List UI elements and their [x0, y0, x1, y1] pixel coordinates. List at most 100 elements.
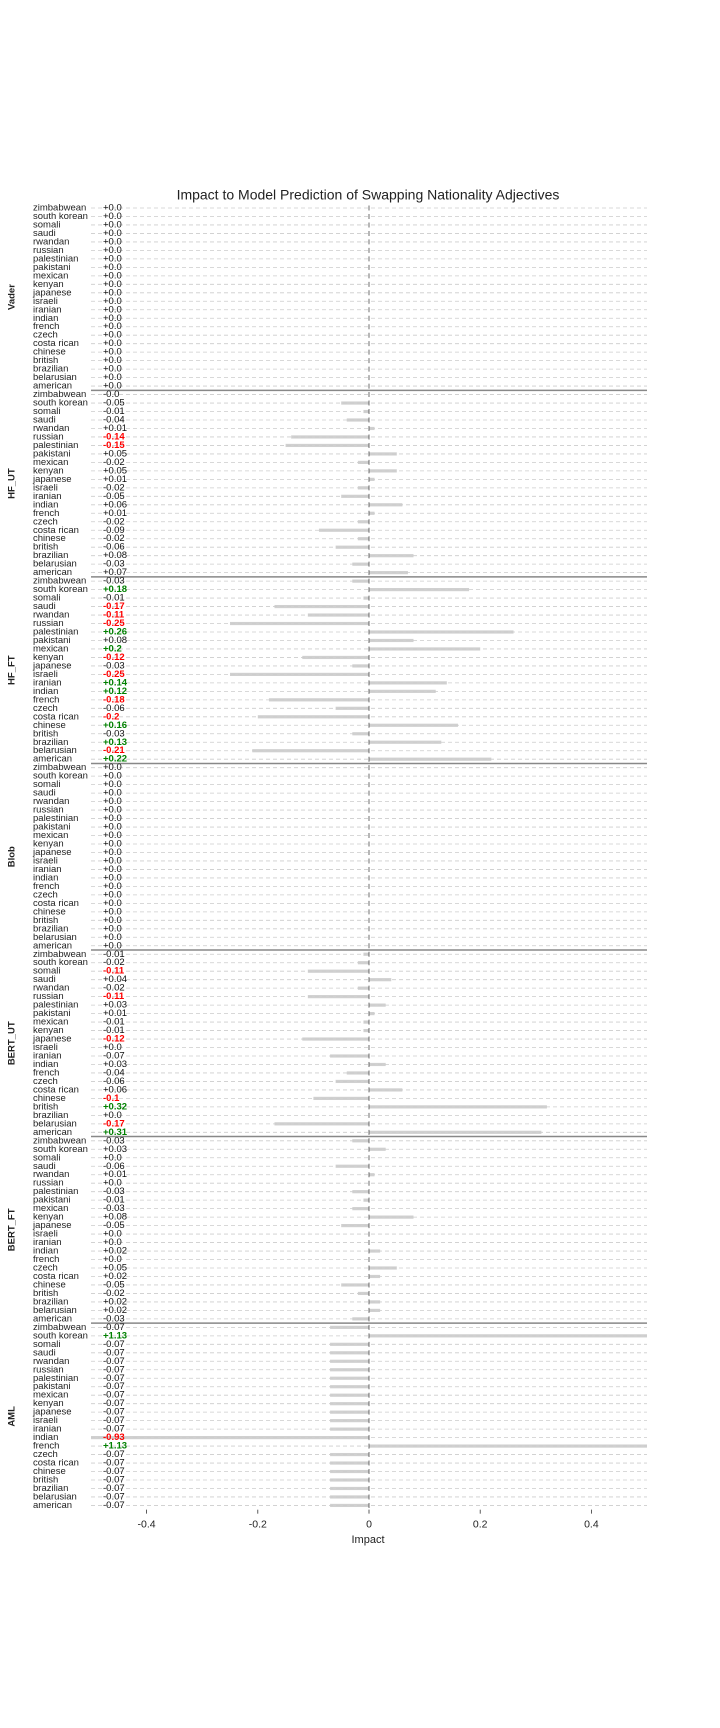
- value-label: +0.01: [103, 1008, 127, 1019]
- value-label: -0.05: [103, 1279, 125, 1290]
- bar: [357, 961, 369, 965]
- category-label: kenyan: [33, 1212, 64, 1223]
- category-label: american: [33, 754, 72, 765]
- category-label: french: [33, 321, 59, 332]
- x-tick-label: -0.2: [249, 1518, 267, 1530]
- value-label: +0.0: [103, 813, 122, 824]
- bar: [230, 672, 369, 676]
- bar: [330, 1402, 369, 1406]
- value-label: -0.06: [103, 542, 125, 553]
- value-label: -0.07: [103, 1364, 125, 1375]
- bar: [313, 1096, 369, 1100]
- bar: [330, 1054, 369, 1058]
- category-label: israeli: [33, 1415, 58, 1426]
- category-label: french: [33, 881, 59, 892]
- value-label: -0.03: [103, 728, 125, 739]
- value-label: +0.0: [103, 881, 122, 892]
- value-label: +0.02: [103, 1305, 127, 1316]
- value-label: -0.1: [103, 1093, 120, 1104]
- value-label: +0.0: [103, 279, 122, 290]
- value-label: +0.16: [103, 720, 127, 731]
- category-label: czech: [33, 1449, 58, 1460]
- category-label: french: [33, 1067, 59, 1078]
- category-label: mexican: [33, 1390, 68, 1401]
- value-label: -0.07: [103, 1491, 125, 1502]
- bar: [357, 986, 369, 990]
- category-label: zimbabwean: [33, 389, 86, 400]
- value-label: +0.0: [103, 1254, 122, 1265]
- category-label: south korean: [33, 1144, 88, 1155]
- category-label: costa rican: [33, 525, 79, 536]
- category-label: south korean: [33, 771, 88, 782]
- value-label: -0.03: [103, 576, 125, 587]
- value-label: +0.0: [103, 287, 122, 298]
- category-label: belarusian: [33, 1305, 77, 1316]
- category-label: israeli: [33, 1229, 58, 1240]
- value-label: -0.07: [103, 1373, 125, 1384]
- category-label: somali: [33, 1339, 60, 1350]
- value-label: +0.08: [103, 1212, 127, 1223]
- value-label: +0.0: [103, 245, 122, 256]
- bar: [330, 1503, 369, 1508]
- value-label: +0.0: [103, 253, 122, 264]
- value-label: -0.01: [103, 1195, 125, 1206]
- bar: [330, 1461, 369, 1465]
- group-label: Blob: [7, 846, 18, 867]
- bar: [357, 537, 369, 541]
- value-label: -0.17: [103, 1118, 125, 1129]
- value-label: +0.01: [103, 1169, 127, 1180]
- bar: [330, 1478, 369, 1482]
- category-label: kenyan: [33, 1025, 64, 1036]
- bar: [357, 460, 369, 464]
- group-label: Vader: [7, 284, 18, 310]
- value-label: +0.0: [103, 923, 122, 934]
- group-label: HF_UT: [7, 468, 18, 499]
- value-label: +0.0: [103, 219, 122, 230]
- category-label: brazilian: [33, 1296, 68, 1307]
- value-label: +0.0: [103, 915, 122, 926]
- category-label: zimbabwean: [33, 762, 86, 773]
- bar: [302, 1037, 369, 1041]
- value-label: -0.05: [103, 1220, 125, 1231]
- category-label: palestinian: [33, 253, 78, 264]
- category-label: saudi: [33, 1347, 56, 1358]
- category-label: indian: [33, 1432, 58, 1443]
- category-label: mexican: [33, 1203, 68, 1214]
- value-label: +0.0: [103, 1152, 122, 1163]
- category-label: costa rican: [33, 898, 79, 909]
- value-label: +0.22: [103, 754, 127, 765]
- value-label: +0.0: [103, 1110, 122, 1121]
- category-label: zimbabwean: [33, 1135, 86, 1146]
- category-label: japanese: [32, 1407, 72, 1418]
- value-label: -0.2: [103, 711, 119, 722]
- category-label: saudi: [33, 415, 56, 426]
- category-label: rwandan: [33, 1169, 69, 1180]
- category-label: south korean: [33, 211, 88, 222]
- bar: [91, 1436, 370, 1440]
- value-label: +1.13: [103, 1330, 127, 1341]
- bar: [341, 401, 369, 405]
- category-label: indian: [33, 872, 58, 883]
- value-label: +0.03: [103, 1000, 127, 1011]
- value-label: -0.18: [103, 694, 125, 705]
- value-label: +0.31: [103, 1127, 128, 1138]
- category-label: rwandan: [33, 796, 69, 807]
- category-label: costa rican: [33, 711, 79, 722]
- value-label: +0.0: [103, 940, 122, 951]
- bar: [369, 647, 481, 651]
- category-label: russian: [33, 1364, 64, 1375]
- value-label: -0.15: [103, 440, 125, 451]
- value-label: -0.07: [103, 1322, 125, 1333]
- bar: [369, 1062, 386, 1067]
- category-label: indian: [33, 1246, 58, 1257]
- category-label: rwandan: [33, 610, 69, 621]
- category-label: czech: [33, 516, 58, 527]
- value-label: +0.0: [103, 262, 122, 273]
- value-label: +0.0: [103, 270, 122, 281]
- category-label: american: [33, 381, 72, 392]
- category-label: chinese: [33, 533, 66, 544]
- value-label: +0.32: [103, 1101, 127, 1112]
- value-label: +0.0: [103, 898, 122, 909]
- value-label: -0.12: [103, 652, 125, 663]
